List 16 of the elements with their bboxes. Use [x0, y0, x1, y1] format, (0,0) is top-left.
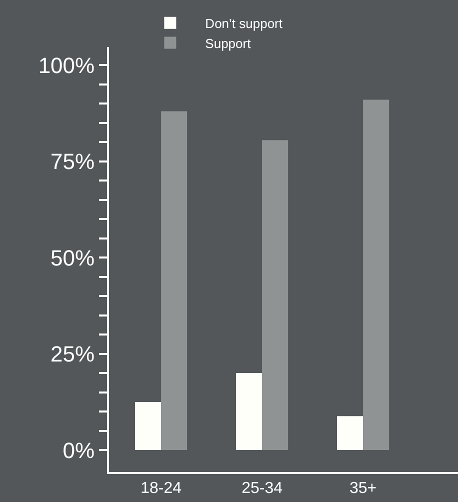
bar — [135, 402, 162, 450]
bar — [363, 100, 390, 450]
x-tick-label: 25-34 — [242, 480, 283, 498]
bar — [161, 111, 188, 450]
y-tick-label: 100% — [38, 52, 95, 78]
y-tick-label: 50% — [50, 245, 95, 270]
bar — [262, 140, 288, 450]
y-tick-label: 75% — [50, 149, 95, 174]
x-tick-label: 18-24 — [140, 480, 182, 498]
bar — [236, 373, 262, 450]
legend-label: Don’t support — [205, 16, 283, 31]
legend-label: Support — [205, 36, 252, 51]
bar — [337, 416, 364, 450]
y-tick-label: 0% — [62, 438, 95, 463]
y-tick-label: 25% — [50, 342, 95, 367]
x-tick-label: 35+ — [349, 480, 377, 498]
